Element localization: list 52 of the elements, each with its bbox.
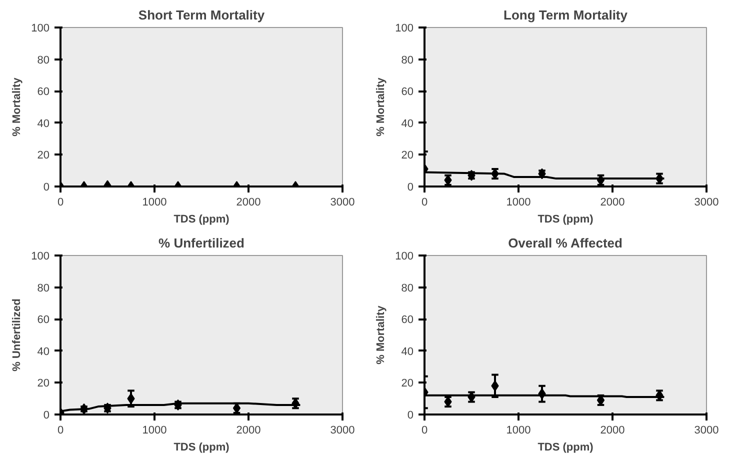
chart-title: Overall % Affected — [508, 236, 623, 250]
x-tick-label: 3000 — [694, 196, 719, 208]
y-tick-label: 80 — [37, 54, 50, 66]
x-tick-label: 2000 — [236, 196, 261, 208]
x-tick-label: 2000 — [236, 424, 261, 436]
chart-title: % Unfertilized — [158, 236, 245, 250]
x-axis-title: TDS (ppm) — [174, 442, 230, 454]
y-tick-label: 20 — [37, 378, 50, 390]
x-tick-label: 3000 — [694, 424, 719, 436]
y-tick-label: 0 — [407, 410, 414, 422]
y-tick-label: 40 — [401, 346, 414, 358]
x-tick-label: 1000 — [506, 196, 531, 208]
chart-title: Short Term Mortality — [138, 8, 266, 22]
y-tick-label: 0 — [43, 182, 50, 194]
y-axis-title: % Unfertilized — [11, 298, 24, 372]
x-tick-label: 3000 — [330, 424, 355, 436]
y-tick-label: 60 — [37, 86, 50, 98]
x-tick-label: 2000 — [600, 424, 625, 436]
x-tick-label: 0 — [57, 424, 64, 436]
y-tick-label: 100 — [31, 22, 50, 34]
x-axis-title: TDS (ppm) — [174, 214, 230, 226]
y-tick-label: 20 — [401, 378, 414, 390]
y-tick-label: 20 — [37, 150, 50, 162]
x-tick-label: 1000 — [142, 196, 167, 208]
y-axis-title: % Mortality — [11, 76, 24, 136]
x-axis-title: TDS (ppm) — [538, 442, 594, 454]
x-tick-label: 0 — [57, 196, 64, 208]
y-tick-label: 60 — [37, 314, 50, 326]
y-tick-label: 80 — [37, 282, 50, 294]
y-tick-label: 40 — [37, 118, 50, 130]
y-tick-label: 40 — [401, 118, 414, 130]
y-tick-label: 100 — [395, 250, 414, 262]
x-tick-label: 0 — [421, 196, 428, 208]
x-tick-label: 2000 — [600, 196, 625, 208]
x-tick-label: 0 — [421, 424, 428, 436]
y-tick-label: 100 — [395, 22, 414, 34]
y-tick-label: 60 — [401, 314, 414, 326]
chart-title: Long Term Mortality — [504, 8, 628, 22]
y-tick-label: 20 — [401, 150, 414, 162]
y-tick-label: 100 — [31, 250, 50, 262]
y-tick-label: 0 — [43, 410, 50, 422]
y-axis-title: % Mortality — [375, 304, 388, 364]
y-tick-label: 80 — [401, 54, 414, 66]
y-tick-label: 40 — [37, 346, 50, 358]
x-tick-label: 1000 — [506, 424, 531, 436]
y-tick-label: 60 — [401, 86, 414, 98]
x-tick-label: 1000 — [142, 424, 167, 436]
x-axis-title: TDS (ppm) — [538, 214, 594, 226]
x-tick-label: 3000 — [330, 196, 355, 208]
y-axis-title: % Mortality — [375, 76, 388, 136]
y-tick-label: 80 — [401, 282, 414, 294]
y-tick-label: 0 — [407, 182, 414, 194]
